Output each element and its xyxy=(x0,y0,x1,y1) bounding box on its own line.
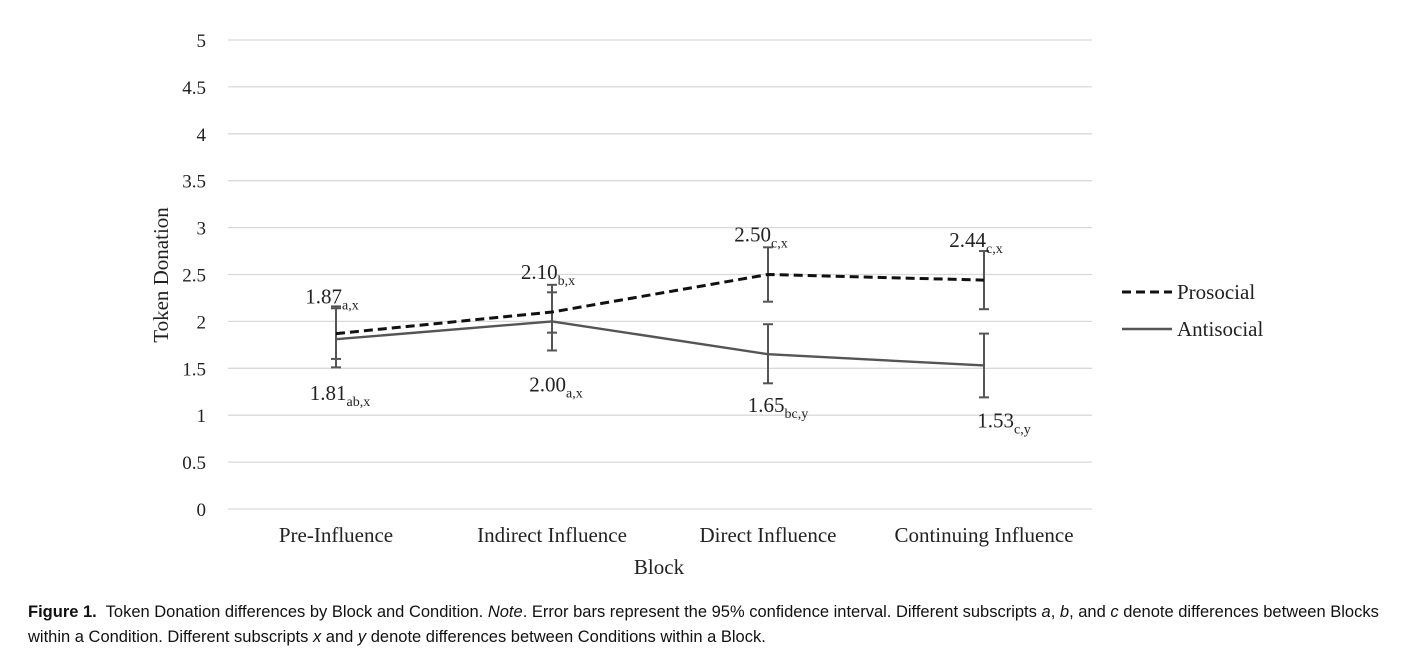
legend-item-prosocial: Prosocial xyxy=(1122,280,1255,304)
data-label-subscript: a,x xyxy=(342,299,359,314)
data-label: 1.53c,y xyxy=(977,408,1030,437)
data-label: 2.44c,x xyxy=(949,228,1002,257)
data-label-subscript: ab,x xyxy=(347,395,371,410)
caption-label: Figure 1. xyxy=(28,603,97,621)
line-chart: 0 0.5 1 1.5 2 2.5 3 3.5 4 4.5 5 Pre-Influence Indir… xyxy=(149,31,1263,579)
y-tick-label: 1 xyxy=(197,406,207,427)
data-label-subscript: a,x xyxy=(566,386,583,401)
error-bars xyxy=(331,246,989,399)
data-label-subscript: c,y xyxy=(1014,422,1031,437)
legend-label: Antisocial xyxy=(1177,317,1263,341)
figure-caption: Figure 1. Token Donation differences by … xyxy=(28,600,1408,650)
data-label: 1.87a,x xyxy=(305,285,358,314)
y-tick-label: 2.5 xyxy=(182,266,206,287)
caption-text-4: denote differences between Blocks within… xyxy=(28,603,1379,646)
series-lines xyxy=(335,272,985,367)
legend: Prosocial Antisocial xyxy=(1122,280,1263,341)
data-label-value: 2.50 xyxy=(734,223,771,247)
caption-subscript-a: a xyxy=(1041,603,1051,621)
data-label-subscript: c,x xyxy=(771,237,788,252)
y-tick-label: 0.5 xyxy=(182,453,206,474)
data-label-subscript: b,x xyxy=(558,274,576,289)
gridlines xyxy=(228,39,1092,510)
y-tick-label: 1.5 xyxy=(182,359,206,380)
data-label: 1.81ab,x xyxy=(310,381,370,410)
data-label-subscript: bc,y xyxy=(785,407,809,422)
caption-text-1: Token Donation differences by Block and … xyxy=(105,603,484,621)
caption-subscript-c: c xyxy=(1110,603,1119,621)
data-label-value: 1.81 xyxy=(310,381,347,405)
caption-subscript-x: x xyxy=(312,628,322,646)
data-label-value: 1.65 xyxy=(748,393,785,417)
caption-sep-1: , xyxy=(1050,603,1056,621)
caption-note: Note xyxy=(487,603,523,621)
caption-text-3: , and xyxy=(1069,603,1106,621)
data-label: 1.65bc,y xyxy=(748,393,808,422)
x-category-label: Pre-Influence xyxy=(279,523,393,547)
x-category-label: Indirect Influence xyxy=(477,523,627,547)
caption-text-2: . Error bars represent the 95% confidenc… xyxy=(522,603,1037,621)
y-tick-label: 3 xyxy=(197,219,207,240)
data-label-value: 2.00 xyxy=(529,372,566,396)
data-label: 2.10b,x xyxy=(521,260,575,289)
legend-label: Prosocial xyxy=(1177,280,1255,304)
y-tick-label: 5 xyxy=(197,31,207,52)
y-tick-label: 4 xyxy=(197,125,207,146)
x-category-label: Direct Influence xyxy=(699,523,836,547)
series-line-antisocial xyxy=(335,320,985,367)
y-tick-label: 0 xyxy=(197,500,207,521)
y-tick-labels: 0 0.5 1 1.5 2 2.5 3 3.5 4 4.5 5 xyxy=(182,31,206,521)
series-line-prosocial xyxy=(335,272,985,336)
caption-and: and xyxy=(325,628,354,646)
x-category-labels: Pre-Influence Indirect Influence Direct In… xyxy=(279,523,1074,547)
data-label-value: 2.44 xyxy=(949,228,986,252)
y-tick-label: 4.5 xyxy=(182,78,206,99)
data-labels: 1.87a,x2.10b,x2.50c,x 2.44c,x1.81ab,x2.00… xyxy=(305,223,1030,438)
data-label: 2.00a,x xyxy=(529,372,582,401)
data-label-value: 1.87 xyxy=(305,285,342,309)
x-category-label: Continuing Influence xyxy=(894,523,1073,547)
y-tick-label: 3.5 xyxy=(182,172,206,193)
data-label-value: 2.10 xyxy=(521,260,558,284)
error-bar xyxy=(331,305,341,369)
y-tick-label: 2 xyxy=(197,312,207,333)
x-axis-title: Block xyxy=(634,555,685,579)
legend-item-antisocial: Antisocial xyxy=(1122,317,1263,341)
data-label: 2.50c,x xyxy=(734,223,787,252)
data-label-subscript: c,x xyxy=(986,242,1003,257)
caption-text-5: denote differences between Conditions wi… xyxy=(370,628,766,646)
data-label-value: 1.53 xyxy=(977,408,1014,432)
y-axis-title: Token Donation xyxy=(149,207,173,343)
caption-subscript-b: b xyxy=(1059,603,1070,621)
caption-subscript-y: y xyxy=(357,628,367,646)
